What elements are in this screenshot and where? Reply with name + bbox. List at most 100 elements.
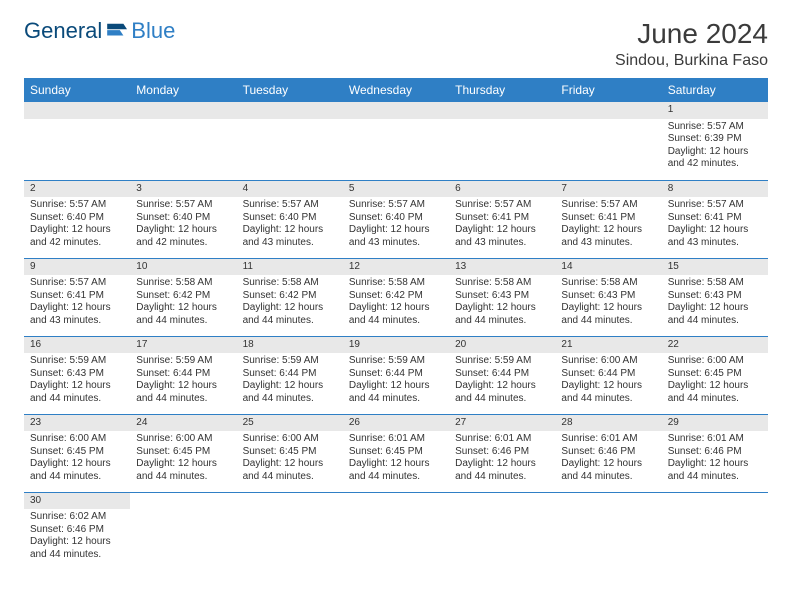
- daylight-text-1: Daylight: 12 hours: [30, 380, 124, 393]
- sunset-text: Sunset: 6:46 PM: [668, 446, 762, 459]
- sunrise-text: Sunrise: 6:00 AM: [243, 433, 337, 446]
- daylight-text-1: Daylight: 12 hours: [30, 224, 124, 237]
- sunset-text: Sunset: 6:40 PM: [243, 212, 337, 225]
- calendar-day-cell: 13Sunrise: 5:58 AMSunset: 6:43 PMDayligh…: [449, 258, 555, 336]
- sunset-text: Sunset: 6:46 PM: [30, 524, 124, 537]
- daylight-text-2: and 44 minutes.: [243, 315, 337, 328]
- day-number-bar: 13: [449, 259, 555, 276]
- sunset-text: Sunset: 6:46 PM: [455, 446, 549, 459]
- sunrise-text: Sunrise: 5:57 AM: [136, 199, 230, 212]
- daylight-text-2: and 44 minutes.: [349, 471, 443, 484]
- daylight-text-1: Daylight: 12 hours: [561, 302, 655, 315]
- day-number-bar: [130, 102, 236, 119]
- calendar-day-cell: [237, 492, 343, 570]
- sunrise-text: Sunrise: 5:59 AM: [243, 355, 337, 368]
- sunrise-text: Sunrise: 5:58 AM: [136, 277, 230, 290]
- day-number-bar: 3: [130, 181, 236, 198]
- day-number-bar: [24, 102, 130, 119]
- sunrise-text: Sunrise: 5:58 AM: [455, 277, 549, 290]
- daylight-text-2: and 44 minutes.: [30, 471, 124, 484]
- day-body: Sunrise: 6:00 AMSunset: 6:44 PMDaylight:…: [555, 353, 661, 409]
- calendar-day-cell: [130, 102, 236, 180]
- sunset-text: Sunset: 6:39 PM: [668, 133, 762, 146]
- daylight-text-2: and 43 minutes.: [561, 237, 655, 250]
- day-body: Sunrise: 6:01 AMSunset: 6:46 PMDaylight:…: [449, 431, 555, 487]
- calendar-day-cell: 30Sunrise: 6:02 AMSunset: 6:46 PMDayligh…: [24, 492, 130, 570]
- daylight-text-2: and 44 minutes.: [243, 393, 337, 406]
- day-body: Sunrise: 5:58 AMSunset: 6:42 PMDaylight:…: [343, 275, 449, 331]
- header-row: General Blue June 2024 Sindou, Burkina F…: [24, 18, 768, 70]
- sunrise-text: Sunrise: 6:01 AM: [455, 433, 549, 446]
- calendar-week-row: 2Sunrise: 5:57 AMSunset: 6:40 PMDaylight…: [24, 180, 768, 258]
- sunset-text: Sunset: 6:43 PM: [30, 368, 124, 381]
- sunrise-text: Sunrise: 5:57 AM: [30, 199, 124, 212]
- sunset-text: Sunset: 6:44 PM: [349, 368, 443, 381]
- day-number-bar: 25: [237, 415, 343, 432]
- sunset-text: Sunset: 6:41 PM: [30, 290, 124, 303]
- calendar-day-cell: 9Sunrise: 5:57 AMSunset: 6:41 PMDaylight…: [24, 258, 130, 336]
- title-block: June 2024 Sindou, Burkina Faso: [615, 18, 768, 70]
- day-number-bar: [662, 493, 768, 510]
- daylight-text-2: and 44 minutes.: [30, 393, 124, 406]
- calendar-day-cell: 6Sunrise: 5:57 AMSunset: 6:41 PMDaylight…: [449, 180, 555, 258]
- daylight-text-2: and 42 minutes.: [30, 237, 124, 250]
- calendar-day-cell: [24, 102, 130, 180]
- daylight-text-2: and 44 minutes.: [668, 315, 762, 328]
- day-body: Sunrise: 5:57 AMSunset: 6:40 PMDaylight:…: [237, 197, 343, 253]
- calendar-day-cell: 27Sunrise: 6:01 AMSunset: 6:46 PMDayligh…: [449, 414, 555, 492]
- daylight-text-1: Daylight: 12 hours: [349, 224, 443, 237]
- day-number-bar: [237, 493, 343, 510]
- brand-part2: Blue: [131, 18, 175, 44]
- calendar-day-cell: [237, 102, 343, 180]
- sunrise-text: Sunrise: 5:59 AM: [349, 355, 443, 368]
- calendar-day-cell: 21Sunrise: 6:00 AMSunset: 6:44 PMDayligh…: [555, 336, 661, 414]
- daylight-text-2: and 42 minutes.: [136, 237, 230, 250]
- day-number-bar: 14: [555, 259, 661, 276]
- weekday-header: Wednesday: [343, 78, 449, 102]
- sunrise-text: Sunrise: 5:57 AM: [561, 199, 655, 212]
- sunset-text: Sunset: 6:44 PM: [136, 368, 230, 381]
- brand-part1: General: [24, 18, 102, 44]
- daylight-text-1: Daylight: 12 hours: [243, 302, 337, 315]
- sunrise-text: Sunrise: 6:00 AM: [561, 355, 655, 368]
- daylight-text-1: Daylight: 12 hours: [30, 536, 124, 549]
- daylight-text-2: and 44 minutes.: [349, 315, 443, 328]
- sunrise-text: Sunrise: 5:58 AM: [561, 277, 655, 290]
- day-number-bar: 22: [662, 337, 768, 354]
- sunrise-text: Sunrise: 6:01 AM: [349, 433, 443, 446]
- calendar-day-cell: [343, 492, 449, 570]
- day-number-bar: [343, 493, 449, 510]
- calendar-day-cell: 8Sunrise: 5:57 AMSunset: 6:41 PMDaylight…: [662, 180, 768, 258]
- daylight-text-2: and 44 minutes.: [455, 471, 549, 484]
- day-body: Sunrise: 5:57 AMSunset: 6:40 PMDaylight:…: [343, 197, 449, 253]
- day-body: Sunrise: 5:57 AMSunset: 6:41 PMDaylight:…: [555, 197, 661, 253]
- daylight-text-2: and 43 minutes.: [455, 237, 549, 250]
- weekday-header-row: SundayMondayTuesdayWednesdayThursdayFrid…: [24, 78, 768, 102]
- day-number-bar: [130, 493, 236, 510]
- day-number-bar: 29: [662, 415, 768, 432]
- day-number-bar: [343, 102, 449, 119]
- flag-icon: [107, 22, 129, 40]
- sunrise-text: Sunrise: 5:57 AM: [349, 199, 443, 212]
- daylight-text-2: and 43 minutes.: [349, 237, 443, 250]
- day-number-bar: 21: [555, 337, 661, 354]
- calendar-day-cell: [555, 102, 661, 180]
- sunset-text: Sunset: 6:43 PM: [455, 290, 549, 303]
- weekday-header: Sunday: [24, 78, 130, 102]
- day-body: Sunrise: 5:58 AMSunset: 6:43 PMDaylight:…: [662, 275, 768, 331]
- calendar-day-cell: 7Sunrise: 5:57 AMSunset: 6:41 PMDaylight…: [555, 180, 661, 258]
- day-body: Sunrise: 6:00 AMSunset: 6:45 PMDaylight:…: [24, 431, 130, 487]
- daylight-text-1: Daylight: 12 hours: [136, 458, 230, 471]
- calendar-table: SundayMondayTuesdayWednesdayThursdayFrid…: [24, 78, 768, 570]
- calendar-day-cell: 15Sunrise: 5:58 AMSunset: 6:43 PMDayligh…: [662, 258, 768, 336]
- day-body: Sunrise: 5:57 AMSunset: 6:39 PMDaylight:…: [662, 119, 768, 175]
- day-number-bar: 20: [449, 337, 555, 354]
- day-body: Sunrise: 5:59 AMSunset: 6:44 PMDaylight:…: [343, 353, 449, 409]
- daylight-text-1: Daylight: 12 hours: [349, 458, 443, 471]
- daylight-text-2: and 44 minutes.: [349, 393, 443, 406]
- daylight-text-1: Daylight: 12 hours: [30, 302, 124, 315]
- sunset-text: Sunset: 6:45 PM: [243, 446, 337, 459]
- calendar-day-cell: [449, 102, 555, 180]
- sunset-text: Sunset: 6:46 PM: [561, 446, 655, 459]
- daylight-text-2: and 44 minutes.: [455, 315, 549, 328]
